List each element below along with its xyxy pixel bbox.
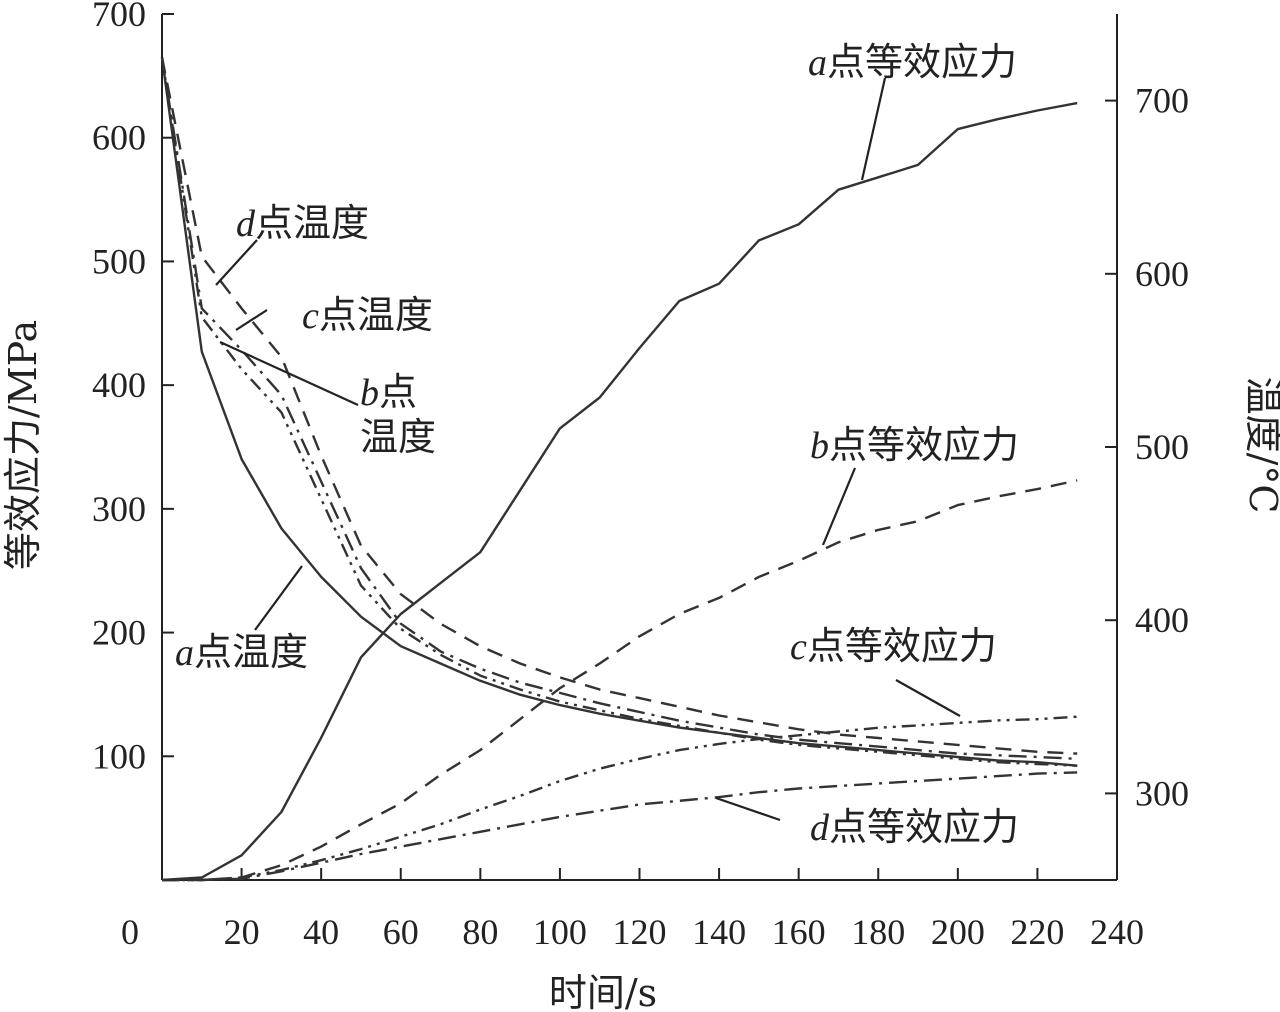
series-line-3 xyxy=(162,715,1078,882)
annotation-label-4: b点 xyxy=(360,370,417,414)
x-axis-title: 时间/s xyxy=(549,971,657,1012)
annotation-label-8: d点等效应力 xyxy=(810,805,1019,849)
y-left-tick-label: 700 xyxy=(92,0,146,34)
annotation-label-6: a点温度 xyxy=(175,630,308,674)
annotation-leader-7 xyxy=(895,679,961,717)
series-line-4 xyxy=(162,771,1078,882)
annotation-label-7: c点等效应力 xyxy=(790,624,997,668)
x-tick-label: 140 xyxy=(692,912,746,952)
y-left-tick-label: 100 xyxy=(92,736,146,776)
series-lines xyxy=(160,57,1078,882)
annotation-label-3: c点温度 xyxy=(302,293,433,337)
annotation-label-1: a点等效应力 xyxy=(808,40,1017,84)
series-line-7 xyxy=(160,57,1078,760)
x-tick-label: 200 xyxy=(931,912,985,952)
x-tick-label: 240 xyxy=(1090,912,1144,952)
annotation-label-2: d点温度 xyxy=(236,201,369,245)
x-tick-label: 100 xyxy=(533,912,587,952)
annotation-label-4-line2: 温度 xyxy=(360,415,436,459)
annotation-leader-2 xyxy=(215,239,258,286)
x-tick-label: 120 xyxy=(613,912,667,952)
annotation-leader-5 xyxy=(821,467,857,546)
x-tick-label: 20 xyxy=(224,912,260,952)
annotation-leader-3 xyxy=(235,309,268,331)
x-tick-label: 220 xyxy=(1010,912,1064,952)
y-left-tick-label: 400 xyxy=(92,365,146,405)
annotation-leader-4 xyxy=(219,340,359,407)
series-line-6 xyxy=(160,57,1078,767)
x-tick-label: 80 xyxy=(462,912,498,952)
annotation-leaders xyxy=(215,77,961,822)
x-tick-label: 180 xyxy=(851,912,905,952)
y-right-axis-title: 温度/°C xyxy=(1241,377,1280,514)
y-right-tick-label: 300 xyxy=(1135,773,1189,813)
y-left-tick-label: 500 xyxy=(92,241,146,281)
y-left-axis-title: 等效应力/MPa xyxy=(1,320,45,570)
annotation-leader-1 xyxy=(860,77,887,181)
y-right-tick-label: 500 xyxy=(1135,427,1189,467)
y-left-tick-label: 300 xyxy=(92,489,146,529)
series-line-1 xyxy=(161,101,1078,882)
y-left-tick-label: 200 xyxy=(92,613,146,653)
annotation-label-5: b点等效应力 xyxy=(810,423,1019,467)
x-tick-label: 60 xyxy=(383,912,419,952)
y-right-tick-label: 600 xyxy=(1135,254,1189,294)
x-tick-label: 160 xyxy=(772,912,826,952)
series-line-8 xyxy=(160,57,1078,755)
series-line-5 xyxy=(160,57,1078,767)
y-right-tick-label: 400 xyxy=(1135,600,1189,640)
series-line-2 xyxy=(162,479,1078,882)
y-right-tick-label: 700 xyxy=(1135,81,1189,121)
y-left-tick-label: 600 xyxy=(92,118,146,158)
annotation-leader-6 xyxy=(254,565,303,631)
ticks: 0 20 40 60 80 100 120 140 160 180 200 220 240 100 200 3… xyxy=(92,0,1189,952)
annotation-leader-8 xyxy=(715,796,781,822)
x-tick-label: 40 xyxy=(303,912,339,952)
x-tick-label: 0 xyxy=(121,912,139,952)
